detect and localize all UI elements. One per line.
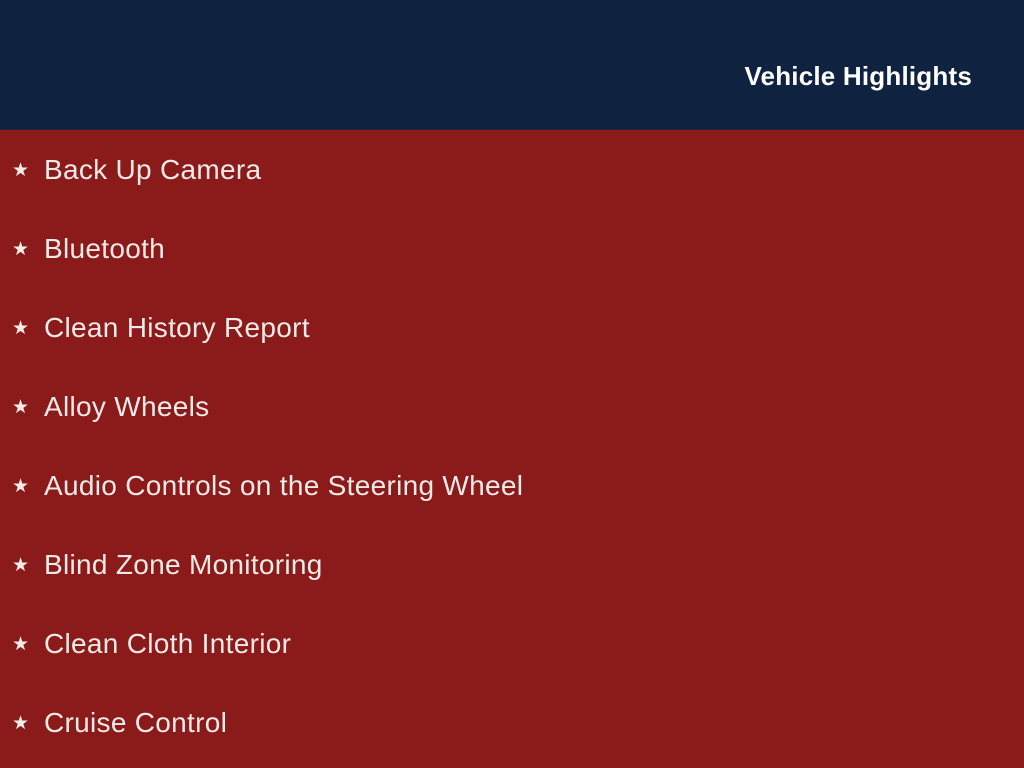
- list-item: ★ Blind Zone Monitoring: [0, 545, 1024, 585]
- star-icon: ★: [12, 475, 30, 497]
- list-item-label: Bluetooth: [44, 232, 166, 264]
- list-item-label: Back Up Camera: [44, 153, 262, 185]
- list-item-label: Alloy Wheels: [44, 390, 210, 422]
- list-item: ★ Audio Controls on the Steering Wheel: [0, 466, 1024, 506]
- list-item-label: Audio Controls on the Steering Wheel: [44, 469, 524, 501]
- star-icon: ★: [12, 238, 30, 260]
- star-icon: ★: [12, 554, 30, 576]
- list-item-label: Cruise Control: [44, 706, 228, 738]
- star-icon: ★: [12, 712, 30, 734]
- star-icon: ★: [12, 317, 30, 339]
- list-item: ★ Alloy Wheels: [0, 387, 1024, 427]
- page-title: Vehicle Highlights: [744, 61, 972, 91]
- list-item: ★ Bluetooth: [0, 229, 1024, 269]
- slide-header: Vehicle Highlights: [0, 0, 1024, 130]
- star-icon: ★: [12, 633, 30, 655]
- list-item: ★ Cruise Control: [0, 703, 1024, 743]
- list-item-label: Blind Zone Monitoring: [44, 548, 323, 580]
- star-icon: ★: [12, 159, 30, 181]
- list-item-label: Clean Cloth Interior: [44, 627, 292, 659]
- list-item: ★ Clean Cloth Interior: [0, 624, 1024, 664]
- list-item: ★ Back Up Camera: [0, 150, 1024, 190]
- star-icon: ★: [12, 396, 30, 418]
- list-item-label: Clean History Report: [44, 311, 310, 343]
- vehicle-highlights-list: ★ Back Up Camera ★ Bluetooth ★ Clean His…: [0, 130, 1024, 768]
- list-item: ★ Clean History Report: [0, 308, 1024, 348]
